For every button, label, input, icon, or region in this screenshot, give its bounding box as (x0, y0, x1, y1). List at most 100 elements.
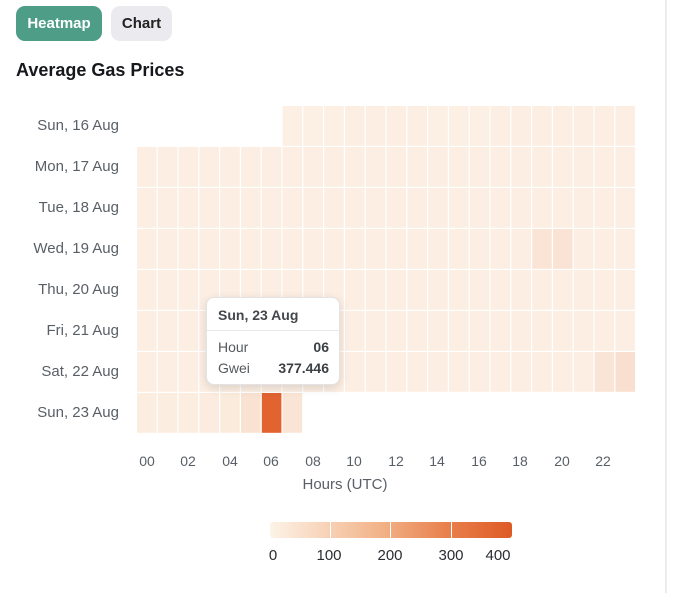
heatmap-cell[interactable] (157, 311, 178, 351)
heatmap-cell[interactable] (469, 311, 490, 351)
heatmap-cell[interactable] (407, 352, 427, 392)
heatmap-cell[interactable] (261, 147, 282, 187)
heatmap-cell[interactable] (428, 311, 448, 351)
heatmap-cell[interactable] (449, 311, 469, 351)
heatmap-cell[interactable] (511, 106, 531, 146)
tab-heatmap[interactable]: Heatmap (16, 6, 102, 41)
heatmap-cell[interactable] (615, 270, 635, 310)
heatmap-cell[interactable] (199, 147, 219, 187)
heatmap-cell[interactable] (532, 188, 552, 228)
heatmap-cell[interactable] (199, 393, 219, 433)
heatmap-cell[interactable] (573, 229, 594, 269)
heatmap-cell[interactable] (532, 270, 552, 310)
heatmap-cell[interactable] (573, 270, 594, 310)
heatmap-cell[interactable] (157, 188, 178, 228)
heatmap-cell[interactable] (386, 147, 407, 187)
tab-chart[interactable]: Chart (111, 6, 172, 41)
heatmap-cell[interactable] (282, 229, 303, 269)
heatmap-cell[interactable] (594, 352, 615, 392)
heatmap-cell[interactable] (449, 352, 469, 392)
heatmap-cell[interactable] (178, 147, 199, 187)
heatmap-cell[interactable] (449, 147, 469, 187)
heatmap-cell[interactable] (241, 147, 261, 187)
heatmap-cell[interactable] (137, 147, 157, 187)
heatmap-cell[interactable] (553, 352, 573, 392)
heatmap-cell[interactable] (137, 311, 157, 351)
heatmap-cell[interactable] (157, 229, 178, 269)
heatmap-cell[interactable] (365, 188, 386, 228)
heatmap-cell[interactable] (594, 229, 615, 269)
heatmap-cell[interactable] (282, 147, 303, 187)
heatmap-cell[interactable] (532, 229, 552, 269)
heatmap-cell[interactable] (428, 270, 448, 310)
heatmap-cell[interactable] (553, 106, 573, 146)
heatmap-cell[interactable] (594, 270, 615, 310)
heatmap-cell[interactable] (490, 352, 511, 392)
heatmap-cell[interactable] (615, 147, 635, 187)
heatmap-cell[interactable] (407, 270, 427, 310)
heatmap-cell[interactable] (511, 229, 531, 269)
heatmap-cell[interactable] (407, 311, 427, 351)
heatmap-cell[interactable] (303, 229, 323, 269)
heatmap-cell[interactable] (469, 147, 490, 187)
heatmap-cell[interactable] (490, 311, 511, 351)
heatmap-cell[interactable] (407, 188, 427, 228)
heatmap-cell[interactable] (469, 270, 490, 310)
heatmap-cell[interactable] (365, 352, 386, 392)
heatmap-cell[interactable] (428, 352, 448, 392)
heatmap-cell[interactable] (553, 270, 573, 310)
heatmap-cell[interactable] (511, 311, 531, 351)
heatmap-cell[interactable] (345, 106, 365, 146)
heatmap-cell[interactable] (199, 229, 219, 269)
heatmap-cell[interactable] (615, 188, 635, 228)
heatmap-cell[interactable] (345, 352, 365, 392)
heatmap-cell[interactable] (532, 311, 552, 351)
heatmap-cell[interactable] (178, 229, 199, 269)
heatmap-cell[interactable] (407, 106, 427, 146)
heatmap-cell[interactable] (220, 393, 240, 433)
heatmap-cell[interactable] (324, 147, 344, 187)
heatmap-cell[interactable] (615, 352, 635, 392)
heatmap-cell[interactable] (365, 229, 386, 269)
heatmap-cell[interactable] (199, 188, 219, 228)
heatmap-cell[interactable] (573, 188, 594, 228)
heatmap-cell[interactable] (137, 188, 157, 228)
heatmap-cell[interactable] (137, 270, 157, 310)
heatmap-cell[interactable] (615, 229, 635, 269)
heatmap-cell[interactable] (178, 393, 199, 433)
heatmap-cell[interactable] (220, 147, 240, 187)
heatmap-cell[interactable] (220, 188, 240, 228)
heatmap-cell[interactable] (137, 352, 157, 392)
heatmap-cell[interactable] (573, 147, 594, 187)
heatmap-cell[interactable] (532, 352, 552, 392)
heatmap-cell[interactable] (178, 188, 199, 228)
heatmap-cell[interactable] (386, 229, 407, 269)
heatmap-cell[interactable] (137, 393, 157, 433)
heatmap-cell[interactable] (594, 311, 615, 351)
heatmap-cell[interactable] (553, 311, 573, 351)
heatmap-cell[interactable] (469, 229, 490, 269)
heatmap-cell[interactable] (303, 147, 323, 187)
heatmap-cell[interactable] (449, 229, 469, 269)
heatmap-cell[interactable] (511, 270, 531, 310)
heatmap-cell[interactable] (261, 229, 282, 269)
heatmap-cell[interactable] (345, 270, 365, 310)
heatmap-cell[interactable] (490, 270, 511, 310)
heatmap-cell[interactable] (490, 147, 511, 187)
heatmap-cell[interactable] (241, 393, 261, 433)
heatmap-cell[interactable] (157, 147, 178, 187)
heatmap-cell[interactable] (469, 188, 490, 228)
heatmap-cell[interactable] (324, 229, 344, 269)
heatmap-cell[interactable] (573, 106, 594, 146)
heatmap-cell[interactable] (303, 188, 323, 228)
heatmap-cell[interactable] (324, 188, 344, 228)
heatmap-cell[interactable] (615, 311, 635, 351)
heatmap-cell[interactable] (449, 188, 469, 228)
heatmap-cell[interactable] (345, 147, 365, 187)
heatmap-cell[interactable] (490, 229, 511, 269)
heatmap-cell[interactable] (157, 270, 178, 310)
heatmap-cell[interactable] (428, 229, 448, 269)
heatmap-cell[interactable] (553, 188, 573, 228)
heatmap-cell[interactable] (157, 352, 178, 392)
heatmap-cell[interactable] (386, 352, 407, 392)
